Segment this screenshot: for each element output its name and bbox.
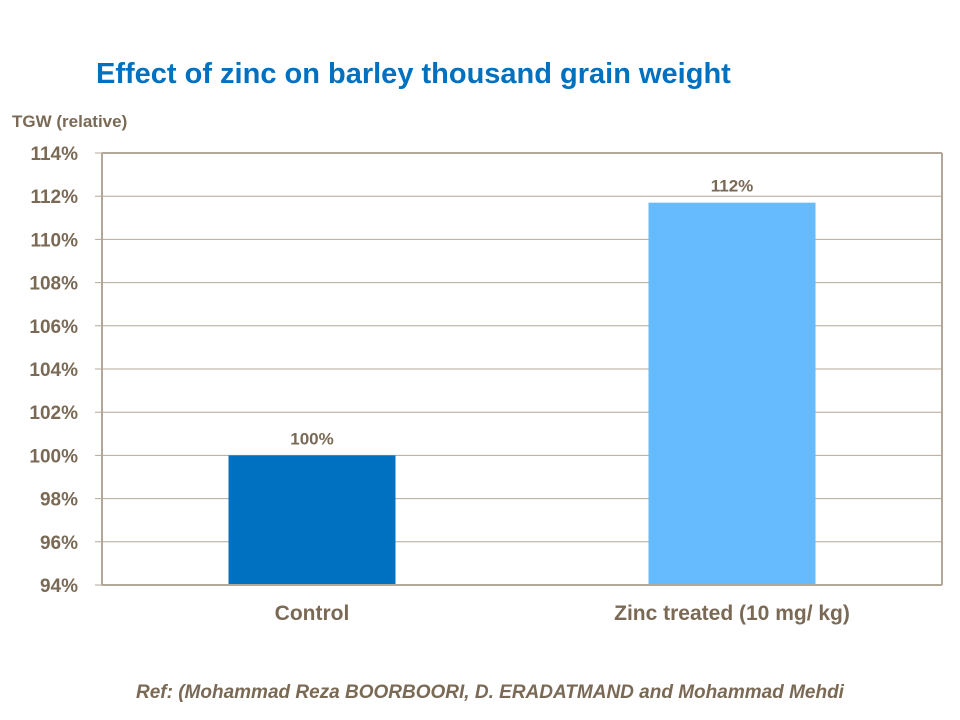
- bar: [228, 455, 396, 585]
- chart-title: Effect of zinc on barley thousand grain …: [96, 58, 731, 90]
- y-tick-label: 98%: [40, 490, 78, 511]
- y-tick-label: 114%: [30, 144, 78, 165]
- y-tick-label: 96%: [40, 533, 78, 554]
- y-tick-label: 108%: [29, 274, 78, 295]
- bar: [648, 202, 816, 585]
- reference-text: Ref: (Mohammad Reza BOORBOORI, D. ERADAT…: [136, 682, 844, 703]
- y-axis-label: TGW (relative): [12, 112, 127, 131]
- y-tick-label: 106%: [29, 317, 78, 338]
- y-tick-label: 110%: [30, 230, 78, 251]
- y-tick-label: 102%: [29, 403, 78, 424]
- data-label: 100%: [290, 429, 333, 448]
- y-tick-label: 100%: [29, 446, 78, 467]
- y-tick-label: 104%: [29, 360, 78, 381]
- x-tick-label: Control: [275, 602, 350, 625]
- y-tick-label: 94%: [40, 576, 78, 597]
- data-label: 112%: [711, 177, 754, 196]
- x-tick-label: Zinc treated (10 mg/ kg): [614, 602, 850, 625]
- y-tick-label: 112%: [30, 187, 78, 208]
